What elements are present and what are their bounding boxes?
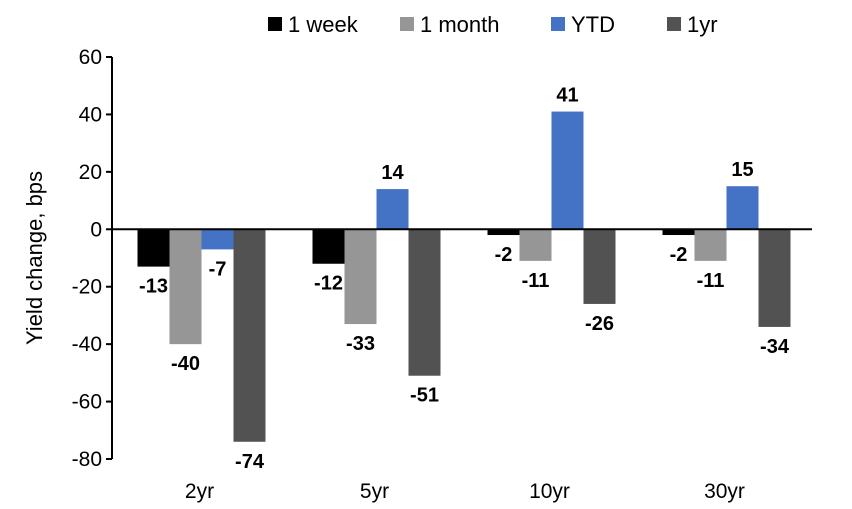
x-tick-label: 2yr <box>185 480 214 503</box>
bar-ytd-10yr <box>551 111 584 230</box>
data-label: 14 <box>381 162 404 184</box>
data-label: -11 <box>522 270 550 292</box>
legend: 1 week 1 month YTD 1yr <box>268 12 718 37</box>
y-axis-label: Yield change, bps <box>22 171 47 345</box>
legend-label: YTD <box>571 12 615 37</box>
bar-1-month-2yr <box>169 229 202 345</box>
data-label: -13 <box>139 276 168 298</box>
bar-1-month-30yr <box>694 229 727 261</box>
data-label: -33 <box>346 333 375 355</box>
bar-1yr-30yr <box>758 229 791 327</box>
data-label: -2 <box>670 244 688 266</box>
data-label: -7 <box>209 258 227 280</box>
data-label: -51 <box>410 385 439 407</box>
y-tick-label: 60 <box>79 46 102 69</box>
y-tick-label: -60 <box>72 391 102 414</box>
bar-1yr-10yr <box>583 229 616 304</box>
bar-1yr-2yr <box>233 229 266 442</box>
data-label: -12 <box>314 273 343 295</box>
data-label: 15 <box>731 159 753 181</box>
legend-swatch <box>268 17 282 31</box>
bar-1-week-5yr <box>312 229 345 264</box>
data-label: -2 <box>495 244 513 266</box>
bar-ytd-5yr <box>376 189 409 230</box>
legend-label: 1yr <box>687 12 718 37</box>
legend-label: 1 month <box>420 12 500 37</box>
legend-swatch <box>551 17 565 31</box>
y-tick-label: 20 <box>79 161 102 184</box>
bar-ytd-2yr <box>201 229 234 250</box>
y-tick-label: -40 <box>72 333 102 356</box>
data-label: 41 <box>556 85 578 107</box>
data-label: -74 <box>235 451 265 473</box>
legend-swatch <box>400 17 414 31</box>
bar-1-month-5yr <box>344 229 377 325</box>
legend-swatch <box>667 17 681 31</box>
x-tick-label: 5yr <box>360 480 389 503</box>
bar-1-week-10yr <box>487 229 520 236</box>
bar-ytd-30yr <box>726 186 759 230</box>
data-label: -11 <box>697 270 725 292</box>
bars: -13 -40 -7 -74 -12 -33 14 -51 -2 -11 41 -26 -2 -11 15 -… <box>137 85 791 473</box>
bar-1-week-30yr <box>662 229 695 236</box>
bar-1-week-2yr <box>137 229 170 267</box>
bar-1yr-5yr <box>408 229 441 376</box>
data-label: -26 <box>585 313 614 335</box>
y-tick-label: 40 <box>79 103 102 126</box>
axes: 2yr 5yr 10yr 30yr 60 40 20 0 -20 -40 -60 -80 <box>72 46 812 503</box>
x-tick-label: 10yr <box>529 480 570 503</box>
data-label: -34 <box>760 336 790 358</box>
x-tick-label: 30yr <box>704 480 745 503</box>
y-tick-label: 0 <box>90 218 102 241</box>
legend-label: 1 week <box>288 12 359 37</box>
data-label: -40 <box>171 353 200 375</box>
y-tick-label: -20 <box>72 276 102 299</box>
bar-1-month-10yr <box>519 229 552 261</box>
y-tick-label: -80 <box>72 448 102 471</box>
